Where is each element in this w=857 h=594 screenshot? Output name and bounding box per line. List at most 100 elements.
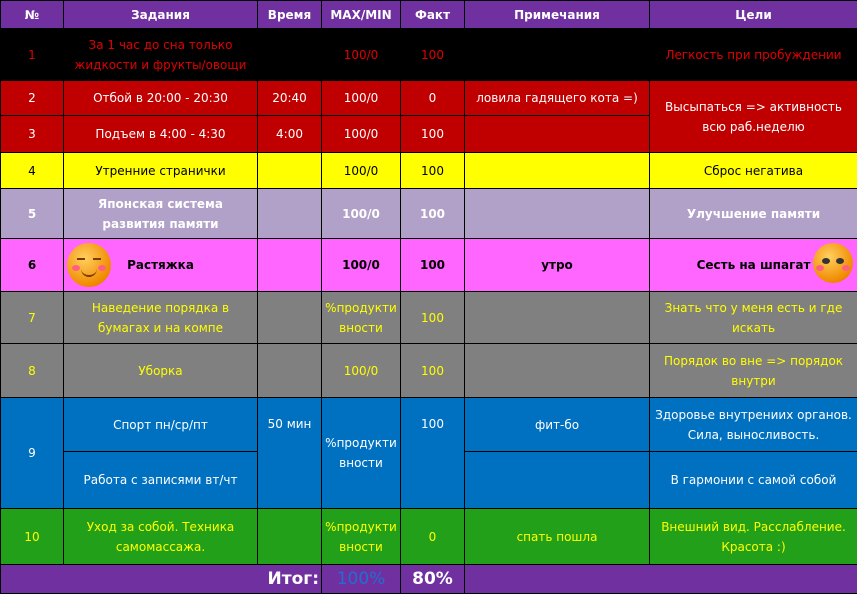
header-task: Задания — [63, 0, 258, 29]
cell-task[interactable]: Спорт пн/ср/пт — [63, 397, 258, 452]
header-goals: Цели — [649, 0, 857, 29]
cell-fact[interactable]: 100 — [400, 188, 465, 239]
cell-notes[interactable] — [464, 188, 650, 239]
cell-maxmin[interactable]: 100/0 — [321, 28, 401, 81]
cell-notes[interactable] — [464, 343, 650, 398]
table-row: 8 Уборка 100/0 100 Порядок во вне => пор… — [0, 343, 857, 398]
total-empty[interactable] — [464, 564, 857, 594]
cell-time[interactable]: 4:00 — [257, 115, 322, 153]
cell-task[interactable]: Наведение порядка в бумагах и на компе — [63, 291, 258, 344]
cell-task[interactable]: Уборка — [63, 343, 258, 398]
cell-time[interactable] — [257, 508, 322, 565]
table-row: 3 Подъем в 4:00 - 4:30 4:00 100/0 100 — [0, 115, 857, 153]
header-notes: Примечания — [464, 0, 650, 29]
cell-goal[interactable]: Улучшение памяти — [649, 188, 857, 239]
table-row: 9 Спорт пн/ср/пт 50 мин %продуктивности … — [0, 397, 857, 509]
cell-maxmin[interactable]: %продуктивности — [321, 397, 401, 509]
cell-notes[interactable] — [464, 28, 650, 81]
header-fact: Факт — [400, 0, 465, 29]
table-row: 1 За 1 час до сна только жидкости и фрук… — [0, 28, 857, 81]
goal-label: Сесть на шпагат — [696, 258, 811, 272]
cell-fact[interactable]: 100 — [400, 343, 465, 398]
cell-maxmin[interactable]: 100/0 — [321, 343, 401, 398]
cell-fact[interactable]: 100 — [400, 28, 465, 81]
cell-notes[interactable]: фит-бо — [464, 397, 650, 452]
cell-goal[interactable]: Сброс негатива — [649, 152, 857, 189]
total-max[interactable]: 100% — [321, 564, 401, 594]
cell-time[interactable]: 20:40 — [257, 80, 322, 116]
cell-goal[interactable]: Высыпаться => активность всю раб.неделю — [649, 80, 857, 153]
cell-number[interactable]: 8 — [0, 343, 64, 398]
cell-fact[interactable]: 100 — [400, 291, 465, 344]
cell-maxmin[interactable]: 100/0 — [321, 188, 401, 239]
cell-number[interactable]: 7 — [0, 291, 64, 344]
table-row: 2 Отбой в 20:00 - 20:30 20:40 100/0 0 ло… — [0, 80, 857, 153]
cell-fact[interactable]: 100 — [400, 238, 465, 292]
cell-notes[interactable] — [464, 451, 650, 509]
cell-task[interactable]: Работа с записями вт/чт — [63, 451, 258, 509]
cell-maxmin[interactable]: 100/0 — [321, 80, 401, 116]
cell-task[interactable]: Уход за собой. Техника самомассажа. — [63, 508, 258, 565]
cell-number[interactable]: 5 — [0, 188, 64, 239]
header-row: № Задания Время MAX/MIN Факт Примечания … — [0, 0, 857, 29]
cell-goal[interactable]: Порядок во вне => порядок внутри — [649, 343, 857, 398]
task-label: Растяжка — [127, 258, 194, 272]
cell-number[interactable]: 6 — [0, 238, 64, 292]
cell-task[interactable]: Подъем в 4:00 - 4:30 — [63, 115, 258, 153]
cell-notes[interactable]: спать пошла — [464, 508, 650, 565]
header-maxmin: MAX/MIN — [321, 0, 401, 29]
cell-number[interactable]: 10 — [0, 508, 64, 565]
cell-number[interactable]: 4 — [0, 152, 64, 189]
cell-notes[interactable]: утро — [464, 238, 650, 292]
cell-notes[interactable]: ловила гадящего кота =) — [464, 80, 650, 116]
table-row: 10 Уход за собой. Техника самомассажа. %… — [0, 508, 857, 565]
table-row: Работа с записями вт/чт В гармонии с сам… — [1, 451, 857, 509]
cell-goal[interactable]: Внешний вид. Расслабление. Красота :) — [649, 508, 857, 565]
cell-goal[interactable]: В гармонии с самой собой — [649, 451, 857, 509]
cell-time[interactable] — [257, 291, 322, 344]
cell-time[interactable] — [257, 28, 322, 81]
cell-task[interactable]: Японская система развития памяти — [63, 188, 258, 239]
cell-number[interactable]: 9 — [0, 397, 64, 509]
smiley-icon — [813, 243, 853, 283]
cell-notes[interactable] — [464, 115, 650, 153]
cell-task[interactable]: За 1 час до сна только жидкости и фрукты… — [63, 28, 258, 81]
cell-maxmin[interactable]: %продуктивности — [321, 508, 401, 565]
cell-number[interactable]: 2 — [0, 80, 64, 116]
cell-task[interactable]: Отбой в 20:00 - 20:30 — [63, 80, 258, 116]
cell-goal[interactable]: Здоровье внутрениих органов. Сила, вынос… — [649, 397, 857, 452]
table-row: 7 Наведение порядка в бумагах и на компе… — [0, 291, 857, 344]
cell-time[interactable] — [257, 238, 322, 292]
cell-time[interactable]: 50 мин — [257, 397, 322, 509]
cell-number[interactable]: 3 — [0, 115, 64, 153]
smiley-icon — [67, 243, 111, 287]
cell-time[interactable] — [257, 152, 322, 189]
cell-time[interactable] — [257, 343, 322, 398]
header-time: Время — [257, 0, 322, 29]
cell-fact[interactable]: 0 — [400, 80, 465, 116]
cell-maxmin[interactable]: %продуктивности — [321, 291, 401, 344]
cell-number[interactable]: 1 — [0, 28, 64, 81]
total-fact[interactable]: 80% — [400, 564, 465, 594]
total-label: Итог: — [0, 564, 322, 594]
cell-notes[interactable] — [464, 152, 650, 189]
cell-task[interactable]: Утренние странички — [63, 152, 258, 189]
cell-fact[interactable]: 0 — [400, 508, 465, 565]
cell-goal[interactable]: Легкость при пробуждении — [649, 28, 857, 81]
cell-maxmin[interactable]: 100/0 — [321, 238, 401, 292]
header-number: № — [0, 0, 64, 29]
cell-fact[interactable]: 100 — [400, 397, 465, 509]
cell-maxmin[interactable]: 100/0 — [321, 152, 401, 189]
cell-fact[interactable]: 100 — [400, 115, 465, 153]
cell-notes[interactable] — [464, 291, 650, 344]
cell-fact[interactable]: 100 — [400, 152, 465, 189]
cell-goal[interactable]: Сесть на шпагат — [649, 238, 857, 292]
cell-time[interactable] — [257, 188, 322, 239]
cell-goal[interactable]: Знать что у меня есть и где искать — [649, 291, 857, 344]
table-row: 6 Растяжка 100/0 100 утро Сесть на шпага… — [0, 238, 857, 292]
table-row: 5 Японская система развития памяти 100/0… — [0, 188, 857, 239]
total-row: Итог: 100% 80% — [0, 564, 857, 594]
cell-task[interactable]: Растяжка — [63, 238, 258, 292]
cell-maxmin[interactable]: 100/0 — [321, 115, 401, 153]
